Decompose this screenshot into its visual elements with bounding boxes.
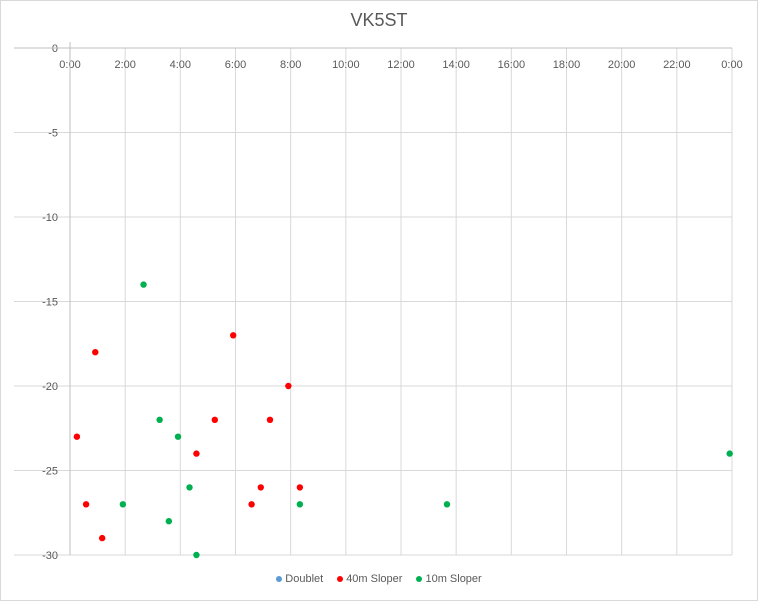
data-point xyxy=(165,518,173,525)
y-tick-label: 0 xyxy=(52,43,58,55)
data-point xyxy=(211,416,219,423)
data-point xyxy=(193,450,200,457)
x-tick-label: 10:00 xyxy=(332,59,360,71)
data-point xyxy=(73,433,81,440)
data-point xyxy=(92,349,99,356)
y-tick-label: -20 xyxy=(42,381,58,393)
legend-marker-icon xyxy=(276,576,283,582)
legend: Doublet 40m Sloper 10m Sloper xyxy=(0,573,758,585)
data-point xyxy=(230,332,237,339)
legend-item: 40m Sloper xyxy=(337,573,402,585)
y-tick-label: -15 xyxy=(42,297,58,309)
x-tick-label: 8:00 xyxy=(280,59,301,71)
legend-item: 10m Sloper xyxy=(416,573,482,585)
data-point xyxy=(285,382,292,390)
legend-label: 10m Sloper xyxy=(425,573,482,585)
data-point xyxy=(140,281,147,288)
legend-label: 40m Sloper xyxy=(346,573,403,585)
legend-marker-icon xyxy=(416,576,423,582)
data-point xyxy=(266,416,274,423)
data-point xyxy=(82,501,90,508)
data-point xyxy=(257,484,264,491)
x-tick-label: 0:00 xyxy=(721,59,742,71)
y-tick-label: -25 xyxy=(42,466,58,478)
chart-title: VK5ST xyxy=(350,10,408,30)
legend-marker-icon xyxy=(337,576,344,582)
y-tick-label: -30 xyxy=(42,550,58,562)
y-tick-label: -10 xyxy=(42,212,58,224)
x-tick-label: 22:00 xyxy=(663,59,691,71)
x-tick-label: 12:00 xyxy=(387,59,415,71)
x-tick-label: 16:00 xyxy=(498,59,526,71)
data-point xyxy=(119,501,127,508)
data-point xyxy=(296,484,304,491)
data-point xyxy=(296,501,304,508)
data-point xyxy=(726,450,733,457)
data-point xyxy=(98,534,106,542)
x-tick-label: 4:00 xyxy=(170,59,191,71)
x-tick-label: 6:00 xyxy=(225,59,246,71)
x-tick-label: 18:00 xyxy=(553,59,581,71)
data-point xyxy=(156,416,163,423)
y-tick-label: -5 xyxy=(48,128,58,140)
data-point xyxy=(248,501,255,508)
x-tick-label: 2:00 xyxy=(114,59,135,71)
legend-item: Doublet xyxy=(276,573,323,585)
data-point xyxy=(174,433,182,440)
x-tick-label: 20:00 xyxy=(608,59,636,71)
data-point xyxy=(443,501,451,508)
data-point xyxy=(193,551,200,559)
x-tick-label: 14:00 xyxy=(442,59,470,71)
data-point xyxy=(186,484,193,491)
legend-label: Doublet xyxy=(285,573,324,585)
